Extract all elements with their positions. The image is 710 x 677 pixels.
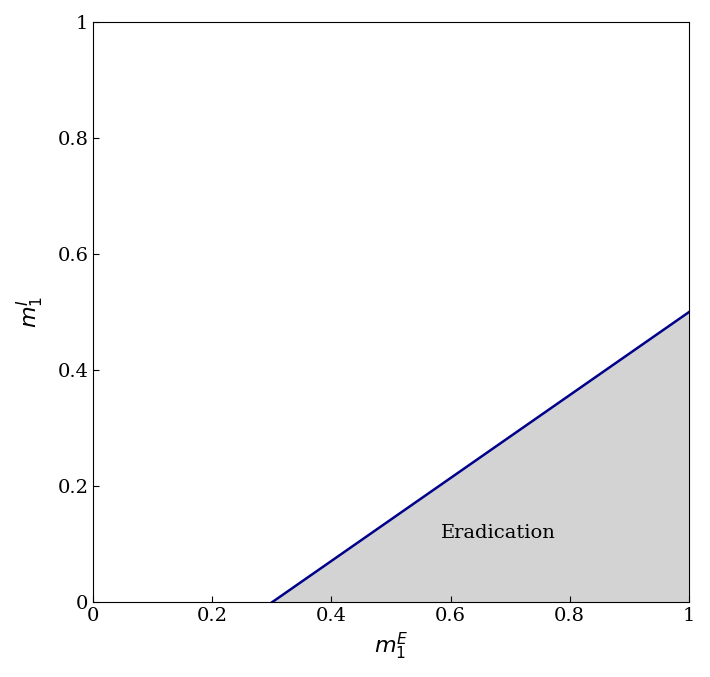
Text: Eradication: Eradication <box>441 524 556 542</box>
X-axis label: $m_1^E$: $m_1^E$ <box>373 631 408 662</box>
Y-axis label: $m_1^I$: $m_1^I$ <box>15 296 46 328</box>
Polygon shape <box>272 312 689 603</box>
